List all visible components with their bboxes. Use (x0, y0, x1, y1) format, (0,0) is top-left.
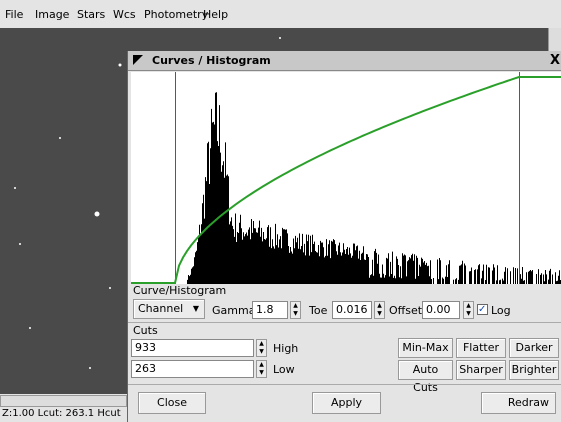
button[interactable]: Flatter (456, 338, 506, 358)
gamma-input[interactable]: 1.8 (252, 301, 288, 319)
spin[interactable]: ▲▼ (290, 301, 301, 319)
menu-item[interactable]: Help (203, 8, 228, 21)
button[interactable]: Brighter (509, 360, 559, 380)
spin[interactable]: ▲▼ (256, 339, 267, 357)
divider (128, 322, 561, 323)
toe-input[interactable]: 0.016 (332, 301, 372, 319)
high-input[interactable]: 933 (131, 339, 254, 357)
title-bar: Curves / Histogram X (128, 51, 561, 71)
screen: File Image Stars Wcs Photometry Help Z:1… (0, 0, 561, 422)
offset-input[interactable]: 0.00 (422, 301, 460, 319)
status-text: Z:1.00 Lcut: 263.1 Hcut (2, 408, 121, 419)
histogram-plot (131, 72, 561, 284)
menu-item[interactable]: Photometry (144, 8, 208, 21)
dialog: Curves / Histogram X Curve/Histogram Cha… (127, 51, 561, 422)
button[interactable]: Close (138, 392, 206, 414)
field-label: Toe (309, 304, 327, 317)
log-checkbox[interactable]: ✓ (477, 304, 488, 315)
section-label: Cuts (133, 324, 158, 337)
menu-icon[interactable] (133, 55, 143, 65)
button[interactable]: Sharper (456, 360, 506, 380)
spin[interactable]: ▲▼ (463, 301, 474, 319)
h-scrollbar[interactable] (0, 395, 127, 407)
field-label: Log (491, 304, 511, 317)
dialog-title: Curves / Histogram (152, 54, 271, 67)
field-label: Offset (389, 304, 422, 317)
menu-item[interactable]: Wcs (113, 8, 136, 21)
button[interactable]: Darker (509, 338, 559, 358)
button[interactable]: Apply (312, 392, 381, 414)
button[interactable]: Min-Max (398, 338, 453, 358)
low-input[interactable]: 263 (131, 360, 254, 378)
button[interactable]: Redraw (481, 392, 556, 414)
divider (128, 384, 561, 385)
channel-menu[interactable]: Channel▼ (133, 299, 205, 319)
menu-item[interactable]: Image (35, 8, 69, 21)
field-label: Gamma (212, 304, 255, 317)
spin[interactable]: ▲▼ (256, 360, 267, 378)
channel-label: Channel (138, 302, 183, 315)
menu-item[interactable]: Stars (77, 8, 105, 21)
close-icon[interactable]: X (550, 53, 560, 68)
button[interactable]: Auto Cuts (398, 360, 453, 380)
field-label: Low (273, 363, 295, 376)
field-label: High (273, 342, 298, 355)
section-label: Curve/Histogram (133, 284, 226, 297)
spin[interactable]: ▲▼ (374, 301, 385, 319)
menu-item[interactable]: File (5, 8, 23, 21)
